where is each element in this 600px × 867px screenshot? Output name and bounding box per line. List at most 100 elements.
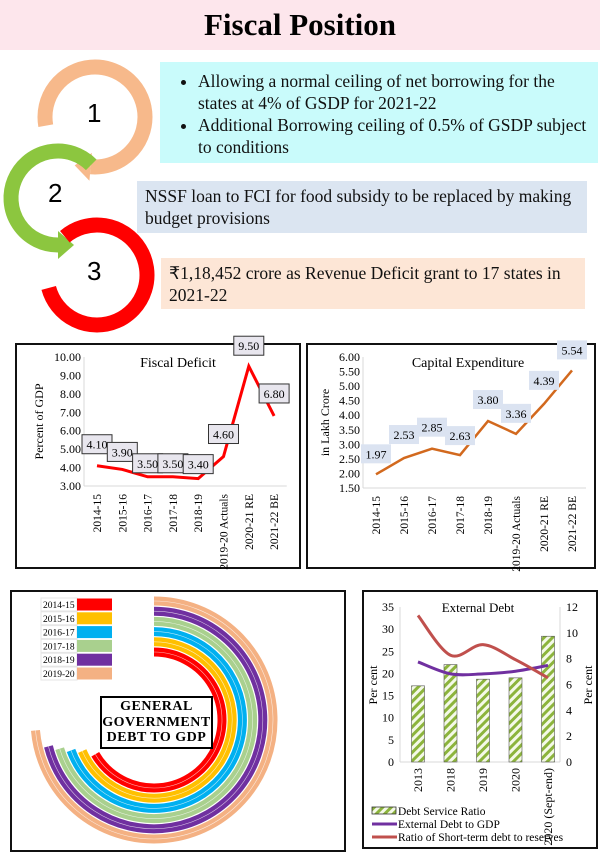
data-label-box	[557, 340, 587, 360]
legend-label: 2019-20	[43, 670, 75, 680]
data-label-box	[233, 335, 265, 356]
chart-title: Fiscal Deficit	[140, 356, 216, 371]
y-tick-label: 5.00	[339, 379, 360, 393]
data-label: 2.85	[422, 421, 443, 435]
data-label: 9.50	[238, 339, 259, 353]
series-line	[96, 362, 276, 481]
cycle-arrows	[3, 59, 155, 333]
data-label: 4.10	[87, 438, 108, 452]
y-tick-label: 30	[382, 622, 394, 636]
data-label: 4.39	[534, 374, 555, 388]
legend-label: 2014-15	[43, 601, 75, 611]
bar	[476, 678, 490, 763]
data-label: 1.97	[366, 447, 387, 461]
legend-label: 2018-19	[43, 656, 75, 666]
radial-bar-highlight	[35, 600, 274, 840]
step-1-bullet: Allowing a normal ceiling of net borrowi…	[198, 70, 590, 114]
data-label: 4.60	[213, 428, 234, 442]
bar	[508, 677, 523, 763]
y2-tick-label: 4	[566, 703, 572, 717]
data-label: 3.36	[506, 407, 527, 421]
data-label: 3.90	[112, 445, 133, 459]
bar	[541, 635, 555, 763]
series-line	[417, 660, 549, 677]
x-tick-label: 2021-22 BE	[269, 494, 281, 550]
y-axis-label: Percent of GDP	[32, 383, 46, 459]
y-tick-label: 20	[382, 666, 394, 680]
legend-label: 2017-18	[43, 642, 75, 652]
step-3-box: ₹1,18,452 crore as Revenue Deficit grant…	[161, 258, 585, 309]
x-tick-label: 2017-18	[168, 494, 180, 533]
y-axis-label: in Lakh Crore	[318, 389, 332, 456]
legend-label: 2016-17	[43, 629, 75, 639]
data-label: 2.63	[450, 429, 471, 443]
y-tick-label: 25	[382, 644, 394, 658]
y-tick-label: 4.50	[339, 394, 360, 408]
legend-swatch	[77, 626, 112, 639]
data-label-box	[208, 424, 239, 445]
chart-title-box	[100, 696, 213, 749]
legend-label: Ratio of Short-term debt to reserves	[398, 832, 564, 844]
x-tick-label: 2020-21 RE	[244, 494, 256, 550]
radial-bar-highlight	[59, 621, 253, 819]
x-tick-label: 2020	[509, 768, 523, 792]
x-tick-label: 2020-21 RE	[539, 496, 551, 552]
x-tick-label: 2014-15	[92, 494, 104, 533]
y2-tick-label: 10	[566, 626, 578, 640]
step-2-text: NSSF loan to FCI for food subsidy to be …	[145, 186, 572, 228]
legend-swatch	[77, 667, 112, 680]
y-tick-label: 7.00	[60, 405, 81, 419]
x-tick-label: 2020 (Sept-end)	[541, 768, 555, 846]
y-tick-label: 6.00	[60, 424, 81, 438]
page-title: Fiscal Position	[203, 7, 397, 42]
y-tick-label: 3.50	[339, 423, 360, 437]
radial-bar-highlight	[48, 610, 264, 830]
step-number-3: 3	[87, 256, 102, 286]
y-tick-label: 5	[388, 733, 394, 747]
y-tick-label: 2.00	[339, 466, 360, 480]
step-2-box: NSSF loan to FCI for food subsidy to be …	[137, 181, 587, 233]
data-label-box	[361, 444, 391, 464]
x-tick-label: 2015-16	[117, 494, 129, 533]
data-label: 3.80	[478, 393, 499, 407]
step-3-arc	[41, 217, 155, 333]
data-label: 3.50	[162, 457, 183, 471]
x-tick-label: 2019	[476, 768, 490, 792]
step-2-arc	[3, 143, 97, 253]
y-tick-label: 5.00	[60, 442, 81, 456]
chart-title: Capital Expenditure	[412, 356, 524, 371]
data-label: 2.53	[394, 428, 415, 442]
legend-label: 2015-16	[43, 615, 75, 625]
step-number-2: 2	[48, 178, 63, 208]
x-tick-label: 2017-18	[455, 496, 467, 535]
legend-swatch	[371, 806, 397, 815]
legend-swatch	[77, 639, 112, 652]
data-label-box	[182, 454, 214, 475]
step-1-bullet: Additional Borrowing ceiling of 0.5% of …	[198, 114, 590, 158]
y-axis-label: Per cent	[366, 665, 380, 705]
x-tick-label: 2019-20 Actuals	[219, 493, 231, 569]
y-tick-label: 0	[388, 755, 394, 769]
step-number-1: 1	[87, 98, 102, 128]
chart-title: External Debt	[442, 600, 515, 615]
legend-label: Debt Service Ratio	[398, 806, 486, 818]
y-tick-label: 2.50	[339, 452, 360, 466]
title-band: Fiscal Position	[0, 0, 600, 50]
data-label-box	[389, 425, 419, 445]
bar	[411, 685, 425, 763]
y2-tick-label: 12	[566, 600, 578, 614]
x-tick-label: 2018	[444, 768, 458, 792]
x-tick-label: 2015-16	[399, 496, 411, 535]
data-label-box	[445, 426, 475, 446]
x-tick-label: 2018-19	[193, 494, 205, 533]
data-label: 5.54	[562, 343, 583, 357]
legend-swatch	[77, 598, 112, 611]
x-tick-label: 2016-17	[143, 494, 155, 533]
y-tick-label: 15	[382, 689, 394, 703]
x-tick-label: 2021-22 BE	[567, 496, 579, 552]
bar	[443, 664, 458, 763]
data-label-box	[501, 403, 531, 423]
y-tick-label: 4.00	[60, 461, 81, 475]
